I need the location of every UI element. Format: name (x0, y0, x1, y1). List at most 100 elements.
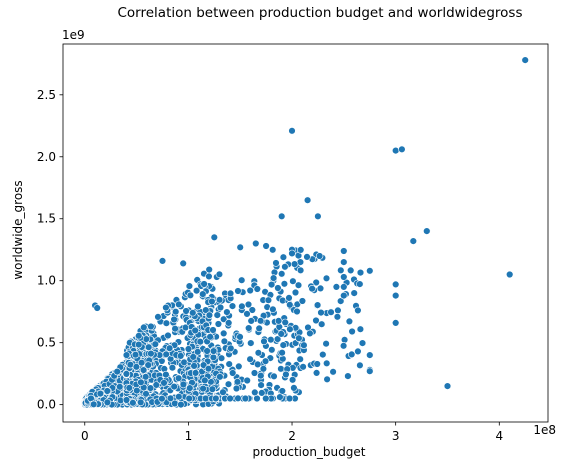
data-point (356, 268, 365, 277)
data-point (152, 381, 161, 389)
data-point (164, 331, 172, 340)
data-point (96, 389, 105, 398)
data-point (203, 347, 211, 355)
x-tick-label: 1 (185, 429, 193, 443)
data-point (281, 263, 289, 271)
data-point (154, 313, 162, 321)
data-point (205, 272, 213, 281)
data-point (234, 287, 242, 295)
data-point (293, 300, 301, 308)
data-point (273, 335, 282, 343)
data-point (345, 317, 354, 326)
data-point (254, 349, 263, 357)
data-point (306, 329, 314, 338)
data-point (226, 289, 235, 298)
data-point (201, 376, 209, 385)
data-point (160, 379, 168, 387)
y-axis-label: worldwide_gross (11, 180, 25, 279)
data-point (285, 294, 293, 302)
data-point (212, 394, 220, 403)
data-point (170, 382, 178, 391)
data-point (250, 369, 259, 377)
data-point (196, 338, 205, 346)
data-point (278, 270, 286, 278)
data-point (322, 274, 331, 282)
x-offset-label: 1e8 (533, 423, 556, 437)
data-point (281, 318, 289, 327)
data-point (172, 308, 180, 316)
data-point (223, 308, 231, 316)
data-point (158, 257, 167, 265)
data-point (209, 353, 218, 361)
data-point (312, 316, 320, 325)
data-point (252, 239, 260, 248)
data-point (288, 376, 297, 384)
data-point (323, 359, 331, 367)
data-point (347, 266, 355, 275)
data-point (278, 212, 286, 221)
data-point (186, 291, 195, 299)
data-point (162, 303, 170, 312)
data-point (137, 359, 146, 367)
data-point (300, 341, 308, 349)
data-point (308, 285, 316, 293)
data-point (267, 336, 275, 344)
data-point (194, 302, 202, 311)
data-point (297, 246, 305, 254)
data-point (93, 304, 101, 312)
data-point (259, 365, 268, 373)
data-point (208, 297, 216, 306)
data-point (158, 395, 166, 403)
data-point (294, 281, 303, 289)
data-point (274, 317, 283, 325)
y-tick-label: 0.0 (37, 398, 56, 412)
data-point (199, 384, 207, 393)
data-point (213, 311, 222, 319)
data-point (204, 365, 213, 373)
data-point (290, 260, 299, 268)
data-point (205, 311, 214, 319)
data-point (269, 274, 278, 282)
scatter-points (81, 56, 529, 409)
data-point (293, 307, 301, 316)
data-point (236, 243, 244, 252)
data-point (185, 394, 193, 403)
data-point (288, 127, 296, 135)
data-point (162, 350, 170, 358)
data-point (220, 315, 228, 323)
y-tick-label: 1.0 (37, 274, 56, 288)
data-point (103, 398, 112, 407)
data-point (144, 361, 152, 369)
data-point (247, 317, 255, 325)
data-point (190, 362, 198, 370)
data-point (177, 352, 185, 360)
data-point (423, 227, 431, 235)
data-point (253, 285, 261, 293)
data-point (255, 324, 263, 333)
data-point (269, 246, 277, 254)
data-point (340, 258, 348, 266)
data-point (318, 320, 326, 328)
data-point (217, 354, 226, 362)
data-point (282, 370, 290, 379)
data-point (229, 369, 237, 377)
data-point (392, 319, 400, 327)
x-axis-label: production_budget (253, 445, 366, 459)
data-point (398, 145, 406, 154)
data-point (162, 319, 171, 327)
data-point (137, 378, 145, 386)
data-point (296, 266, 305, 274)
data-point (299, 363, 307, 371)
data-point (348, 327, 356, 336)
data-point (122, 396, 131, 404)
data-point (243, 376, 251, 385)
data-point (366, 367, 374, 375)
data-point (313, 360, 321, 368)
x-tick-label: 4 (495, 429, 503, 443)
data-point (247, 339, 255, 347)
data-point (340, 336, 349, 344)
data-point (409, 237, 417, 245)
data-point (316, 284, 325, 293)
data-point (116, 383, 124, 391)
